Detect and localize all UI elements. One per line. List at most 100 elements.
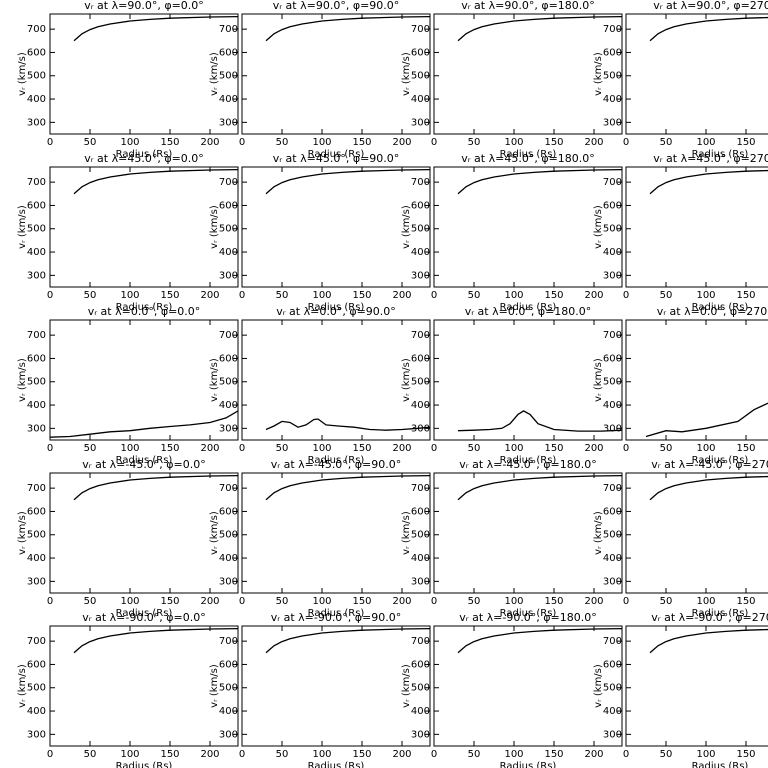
y-axis-label: vᵣ (km/s) (209, 358, 220, 402)
y-tick-label: 600 (219, 506, 238, 517)
y-tick-label: 700 (411, 636, 430, 647)
y-tick-label: 500 (411, 530, 430, 541)
x-tick-label: 150 (736, 596, 755, 607)
plot-frame (625, 13, 768, 135)
x-tick-label: 0 (47, 290, 53, 301)
y-tick-label: 600 (27, 659, 46, 670)
x-tick-label: 150 (160, 290, 179, 301)
x-tick-label: 0 (431, 749, 437, 760)
x-axis-label: Radius (Rs) (116, 608, 173, 619)
y-tick-label: 500 (603, 377, 622, 388)
x-tick-label: 150 (544, 290, 563, 301)
x-tick-label: 100 (504, 290, 523, 301)
x-axis-label: Radius (Rs) (500, 149, 557, 160)
y-tick-label: 400 (411, 553, 430, 564)
y-tick-label: 600 (411, 659, 430, 670)
y-axis-label: vᵣ (km/s) (17, 511, 28, 555)
plot-frame (49, 13, 239, 135)
x-tick-label: 100 (312, 749, 331, 760)
y-tick-label: 300 (411, 576, 430, 587)
y-tick-label: 300 (411, 270, 430, 281)
data-line (649, 475, 768, 501)
x-tick-label: 50 (468, 443, 481, 454)
y-tick-label: 300 (219, 270, 238, 281)
chart-title: vᵣ at λ=90.0°, φ=270.0° (653, 0, 768, 12)
y-tick-label: 300 (219, 576, 238, 587)
y-axis-label: vᵣ (km/s) (593, 205, 604, 249)
chart-title: vᵣ at λ=0.0°, φ=90.0° (276, 305, 396, 318)
y-tick-label: 700 (27, 177, 46, 188)
x-tick-label: 50 (660, 290, 673, 301)
y-tick-label: 500 (219, 683, 238, 694)
chart-title: vᵣ at λ=0.0°, φ=0.0° (88, 305, 201, 318)
x-tick-label: 150 (352, 290, 371, 301)
y-tick-label: 600 (27, 506, 46, 517)
plot-frame (241, 13, 431, 135)
x-tick-label: 0 (47, 596, 53, 607)
y-tick-label: 600 (603, 200, 622, 211)
x-axis-label: Radius (Rs) (308, 149, 365, 160)
data-line (73, 627, 239, 654)
y-tick-label: 700 (603, 330, 622, 341)
y-tick-label: 300 (219, 423, 238, 434)
chart-title: vᵣ at λ=0.0°, φ=180.0° (465, 305, 592, 318)
y-tick-label: 400 (603, 400, 622, 411)
chart-title: vᵣ at λ=-90.0°, φ=270.0° (651, 611, 768, 624)
chart-title: vᵣ at λ=-45.0°, φ=180.0° (459, 458, 597, 471)
y-tick-label: 600 (27, 47, 46, 58)
x-tick-label: 100 (696, 596, 715, 607)
x-tick-label: 200 (392, 749, 411, 760)
x-axis-label: Radius (Rs) (308, 761, 365, 768)
plot-frame (625, 625, 768, 747)
data-line (457, 410, 623, 432)
x-axis-label: Radius (Rs) (500, 302, 557, 313)
x-axis-label: Radius (Rs) (500, 455, 557, 466)
chart-title: vᵣ at λ=90.0°, φ=0.0° (84, 0, 204, 12)
y-tick-label: 700 (219, 636, 238, 647)
data-line (457, 627, 623, 654)
y-tick-label: 700 (411, 483, 430, 494)
chart-title: vᵣ at λ=90.0°, φ=90.0° (273, 0, 400, 12)
x-tick-label: 200 (584, 290, 603, 301)
y-axis-label: vᵣ (km/s) (17, 358, 28, 402)
x-tick-label: 0 (623, 290, 629, 301)
plot-frame (625, 166, 768, 288)
x-axis-label: Radius (Rs) (692, 761, 749, 768)
y-tick-label: 400 (27, 553, 46, 564)
y-tick-label: 700 (219, 483, 238, 494)
x-tick-label: 50 (84, 749, 97, 760)
y-tick-label: 500 (603, 530, 622, 541)
x-tick-label: 50 (660, 443, 673, 454)
y-tick-label: 500 (603, 224, 622, 235)
x-tick-label: 150 (736, 749, 755, 760)
x-tick-label: 100 (696, 137, 715, 148)
x-tick-label: 50 (276, 443, 289, 454)
y-tick-label: 400 (27, 400, 46, 411)
y-tick-label: 300 (603, 729, 622, 740)
data-line (73, 474, 239, 501)
y-tick-label: 700 (411, 177, 430, 188)
y-tick-label: 400 (219, 94, 238, 105)
x-tick-label: 150 (160, 749, 179, 760)
data-line (49, 410, 239, 438)
y-tick-label: 300 (27, 270, 46, 281)
x-tick-label: 150 (736, 290, 755, 301)
x-axis-label: Radius (Rs) (500, 608, 557, 619)
x-tick-label: 50 (468, 749, 481, 760)
chart-title: vᵣ at λ=-45.0°, φ=90.0° (271, 458, 402, 471)
x-tick-label: 50 (84, 596, 97, 607)
y-axis-label: vᵣ (km/s) (17, 664, 28, 708)
x-tick-label: 200 (584, 137, 603, 148)
plot-frame (433, 472, 623, 594)
x-tick-label: 100 (504, 749, 523, 760)
chart-title: vᵣ at λ=-45.0°, φ=270.0° (651, 458, 768, 471)
y-tick-label: 700 (411, 24, 430, 35)
x-tick-label: 150 (544, 596, 563, 607)
y-axis-label: vᵣ (km/s) (17, 52, 28, 96)
y-tick-label: 700 (219, 177, 238, 188)
x-tick-label: 0 (623, 443, 629, 454)
y-tick-label: 400 (603, 553, 622, 564)
chart-title: vᵣ at λ=-45.0°, φ=0.0° (82, 458, 206, 471)
